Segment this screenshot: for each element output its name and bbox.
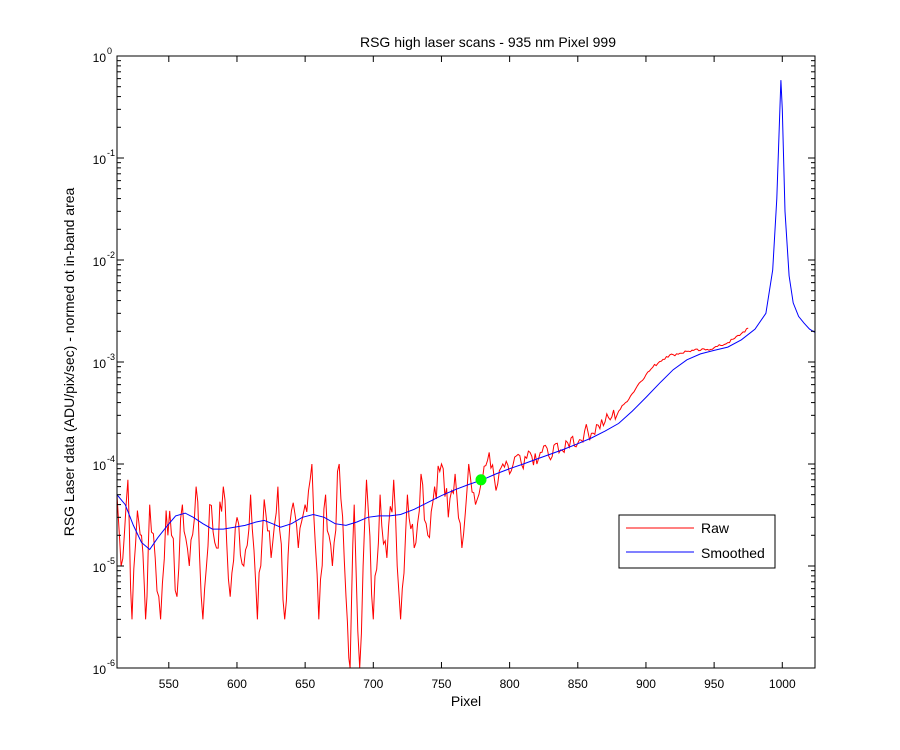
x-tick-label: 1000: [769, 677, 796, 691]
x-tick-label: 550: [159, 677, 179, 691]
y-tick-label-base: 10: [93, 561, 107, 575]
highlight-marker: [475, 474, 487, 486]
legend-box: [618, 514, 776, 569]
y-tick-label-base: 10: [93, 153, 107, 167]
y-tick-label-base: 10: [93, 51, 107, 65]
plot-background: [117, 56, 815, 668]
x-tick-label: 950: [704, 677, 724, 691]
y-tick-label-exponent: -6: [107, 658, 115, 668]
x-axis: 550 600 650 700 750 800 850 900 950 1000: [159, 56, 796, 691]
x-axis-label: Pixel: [451, 693, 481, 709]
y-tick-label-base: 10: [93, 663, 107, 677]
x-tick-label: 800: [500, 677, 520, 691]
x-tick-label: 650: [295, 677, 315, 691]
series-line-raw: [117, 327, 749, 668]
y-tick-label-base: 10: [93, 459, 107, 473]
y-tick-label-base: 10: [93, 255, 107, 269]
y-tick-label-exponent: -1: [107, 148, 115, 158]
x-tick-label: 700: [363, 677, 383, 691]
chart-title: RSG high laser scans - 935 nm Pixel 999: [360, 34, 616, 50]
x-tick-label: 900: [636, 677, 656, 691]
y-tick-label-exponent: -5: [107, 556, 115, 566]
series-line-smoothed: [117, 80, 815, 551]
y-tick-label-exponent: -4: [107, 454, 115, 464]
series-layer: [117, 80, 815, 668]
y-axis-label: RSG Laser data (ADU/pix/sec) - normed ot…: [61, 187, 77, 536]
y-tick-label-exponent: 0: [107, 46, 112, 56]
y-tick-label-exponent: -2: [107, 250, 115, 260]
plot-area: [117, 56, 815, 668]
y-tick-label-base: 10: [93, 357, 107, 371]
x-tick-label: 850: [568, 677, 588, 691]
marker-layer: [475, 474, 487, 486]
x-tick-label: 600: [227, 677, 247, 691]
legend: Raw Smoothed: [618, 514, 776, 569]
x-tick-label: 750: [431, 677, 451, 691]
y-tick-label-exponent: -3: [107, 352, 115, 362]
legend-label-raw: Raw: [701, 520, 730, 536]
legend-label-smoothed: Smoothed: [701, 545, 765, 561]
